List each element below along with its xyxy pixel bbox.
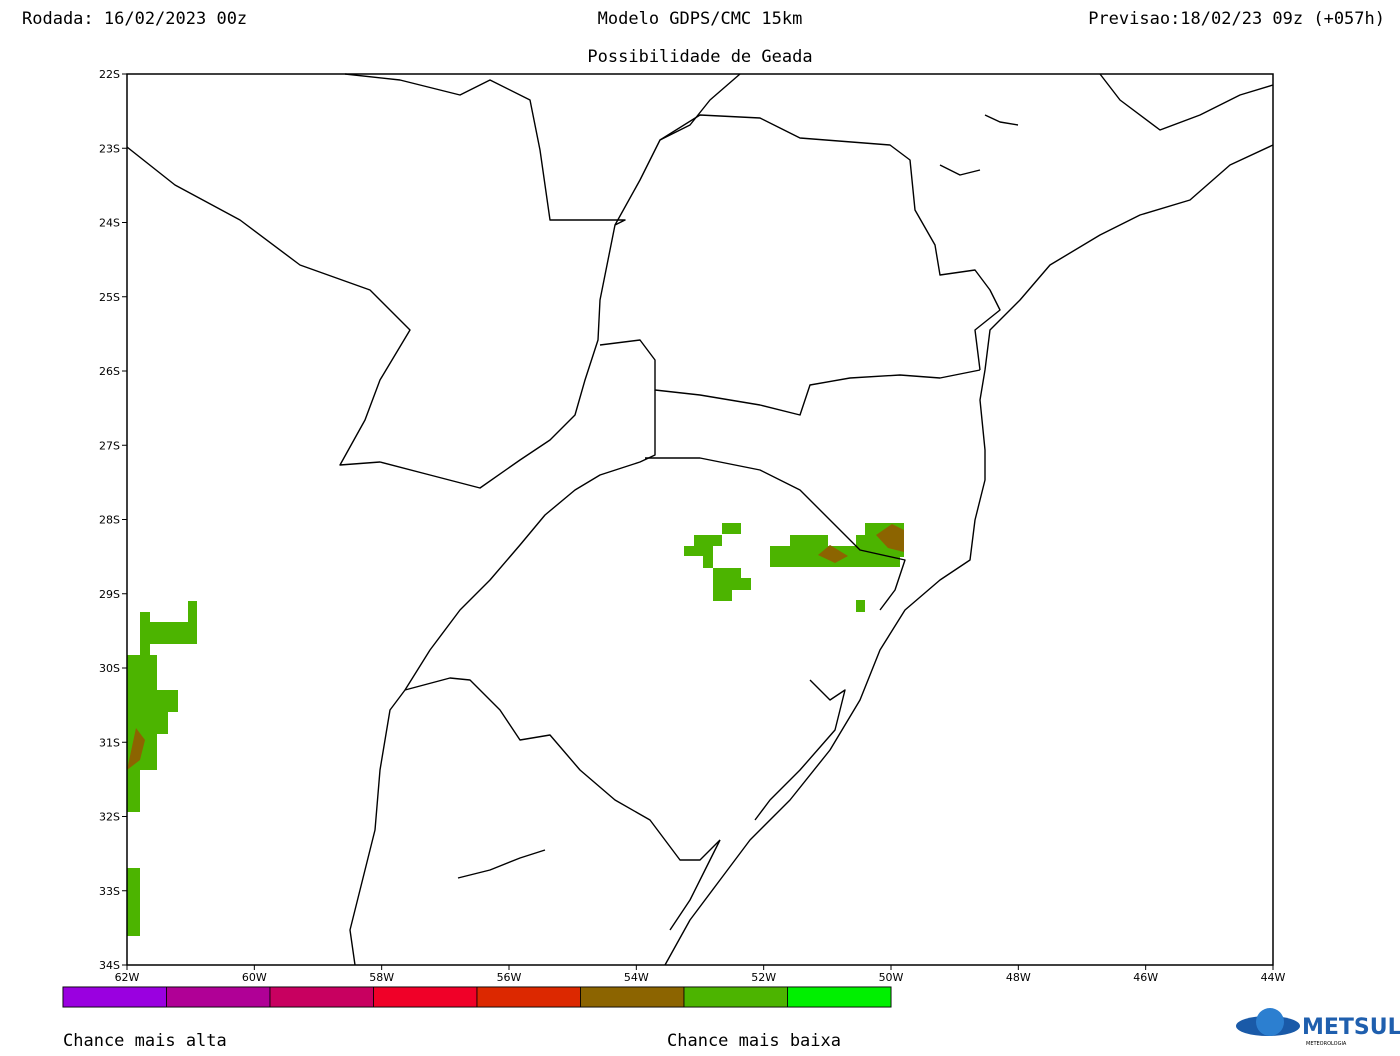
lat-label: 28S <box>99 514 120 527</box>
logo-name: METSUL <box>1302 1015 1400 1040</box>
run-label: Rodada: 16/02/2023 00z <box>22 9 247 29</box>
legend-swatch <box>683 986 788 1008</box>
lat-label: 22S <box>99 68 120 81</box>
frost-areas <box>127 523 904 936</box>
legend-high-label: Chance mais alta <box>63 1031 227 1051</box>
lon-label: 48W <box>1006 971 1031 984</box>
lon-label: 44W <box>1261 971 1286 984</box>
lat-label: 27S <box>99 439 120 452</box>
lon-label: 50W <box>879 971 904 984</box>
lat-label: 23S <box>99 142 120 155</box>
lon-label: 58W <box>369 971 394 984</box>
legend-swatch <box>62 986 167 1008</box>
lon-label: 60W <box>242 971 267 984</box>
forecast-label: Previsao:18/02/23 09z (+057h) <box>1088 9 1385 29</box>
lon-label: 56W <box>497 971 522 984</box>
lat-label: 33S <box>99 885 120 898</box>
legend-swatch <box>787 986 892 1008</box>
lat-label: 32S <box>99 811 120 824</box>
lon-label: 52W <box>751 971 776 984</box>
subtitle: Possibilidade de Geada <box>587 47 812 67</box>
lat-label: 31S <box>99 736 120 749</box>
legend-swatch <box>476 986 581 1008</box>
lat-label: 34S <box>99 959 120 972</box>
lat-label: 30S <box>99 662 120 675</box>
logo-tagline: METEOROLOGIA <box>1306 1041 1347 1047</box>
legend-swatch <box>373 986 478 1008</box>
lat-label: 26S <box>99 365 120 378</box>
legend-swatch <box>269 986 374 1008</box>
map-frame <box>126 73 1274 966</box>
map-borders <box>126 73 1274 966</box>
legend-low-label: Chance mais baixa <box>667 1031 841 1051</box>
lat-label: 24S <box>99 217 120 230</box>
legend-swatch <box>166 986 271 1008</box>
lon-label: 54W <box>624 971 649 984</box>
lon-label: 46W <box>1133 971 1158 984</box>
lat-label: 25S <box>99 291 120 304</box>
lon-label: 62W <box>115 971 140 984</box>
model-label: Modelo GDPS/CMC 15km <box>598 9 803 29</box>
logo: METSUL METEOROLOGIA <box>1236 1008 1400 1047</box>
lat-label: 29S <box>99 588 120 601</box>
legend-swatch <box>580 986 685 1008</box>
